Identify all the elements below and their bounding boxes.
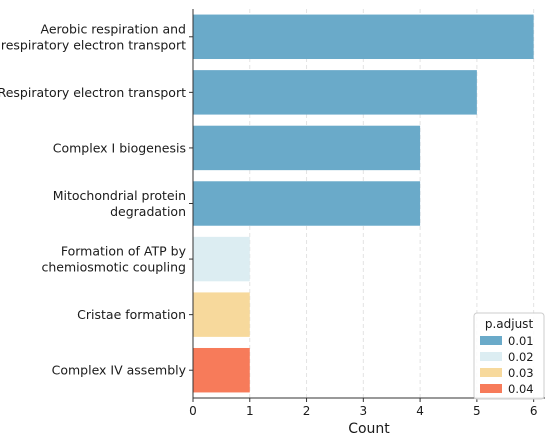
category-label: respiratory electron transport	[1, 37, 186, 52]
x-tick-label: 5	[473, 404, 481, 418]
legend-frame	[473, 312, 545, 400]
bar	[193, 125, 421, 171]
bar	[193, 181, 421, 226]
x-tick-label: 3	[360, 404, 368, 418]
legend-entries: 0.01 0.02 0.03 0.04	[480, 334, 534, 396]
bar	[193, 14, 534, 60]
bar	[193, 236, 250, 282]
x-ticks: 0 1 2 3 4 5 6	[189, 398, 537, 418]
legend-swatch	[480, 368, 502, 377]
legend-label: 0.01	[508, 334, 534, 348]
category-label: Cristae formation	[77, 307, 186, 322]
category-label: degradation	[110, 204, 186, 219]
category-label: Mitochondrial protein	[53, 188, 186, 203]
legend-swatch	[480, 336, 502, 345]
legend-swatch	[480, 352, 502, 361]
bars	[193, 14, 534, 393]
category-label: Aerobic respiration and	[41, 21, 187, 36]
bar	[193, 292, 250, 337]
bar	[193, 70, 477, 115]
category-label: chemiosmotic coupling	[41, 260, 186, 275]
legend-title: p.adjust	[485, 317, 534, 331]
legend-label: 0.03	[508, 366, 534, 380]
category-label: Complex I biogenesis	[53, 140, 186, 155]
category-label: Complex IV assembly	[52, 363, 187, 378]
legend: p.adjust 0.01 0.02 0.03 0.04	[473, 312, 545, 400]
x-tick-label: 6	[530, 404, 538, 418]
legend-label: 0.02	[508, 350, 534, 364]
category-label: Formation of ATP by	[61, 244, 187, 259]
x-tick-label: 2	[303, 404, 311, 418]
x-tick-label: 0	[189, 404, 197, 418]
x-tick-label: 1	[246, 404, 254, 418]
x-axis-label: Count	[348, 421, 390, 437]
bar	[193, 347, 250, 393]
legend-label: 0.04	[508, 382, 534, 396]
x-tick-label: 4	[416, 404, 424, 418]
category-label: Respiratory electron transport	[0, 85, 186, 100]
legend-swatch	[480, 384, 502, 393]
